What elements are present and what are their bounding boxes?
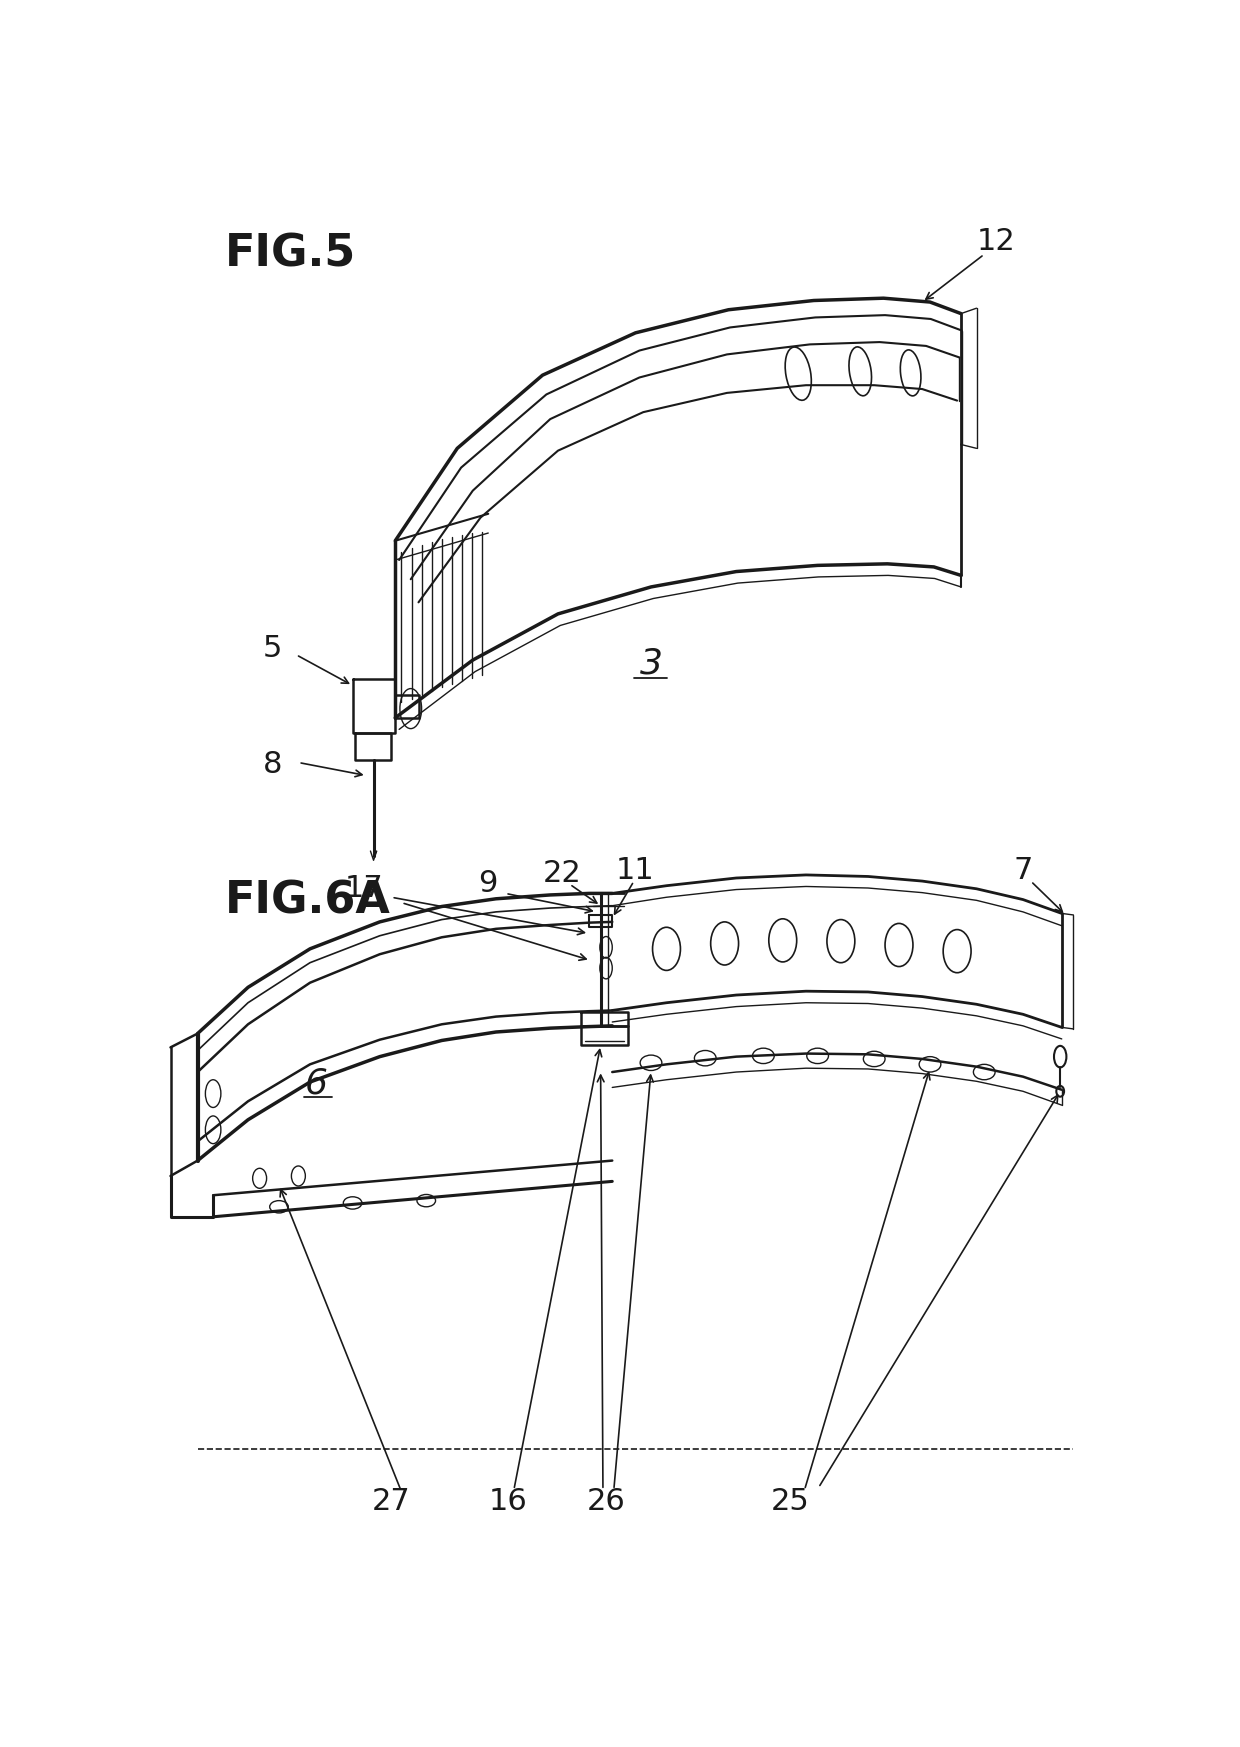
- Text: 5: 5: [263, 634, 283, 664]
- Text: 16: 16: [489, 1487, 527, 1516]
- Text: 27: 27: [372, 1487, 410, 1516]
- Text: 25: 25: [771, 1487, 810, 1516]
- Text: 17: 17: [345, 874, 383, 903]
- Text: 6: 6: [305, 1067, 327, 1101]
- Text: 3: 3: [640, 646, 662, 681]
- Text: 12: 12: [977, 227, 1016, 257]
- Text: FIG.5: FIG.5: [224, 232, 356, 276]
- Text: 8: 8: [263, 749, 283, 779]
- Text: 26: 26: [587, 1487, 625, 1516]
- Text: FIG.6A: FIG.6A: [224, 879, 391, 922]
- Text: 9: 9: [479, 868, 498, 898]
- Text: 7: 7: [1013, 856, 1033, 884]
- Text: 22: 22: [543, 860, 582, 887]
- Text: 11: 11: [616, 856, 655, 884]
